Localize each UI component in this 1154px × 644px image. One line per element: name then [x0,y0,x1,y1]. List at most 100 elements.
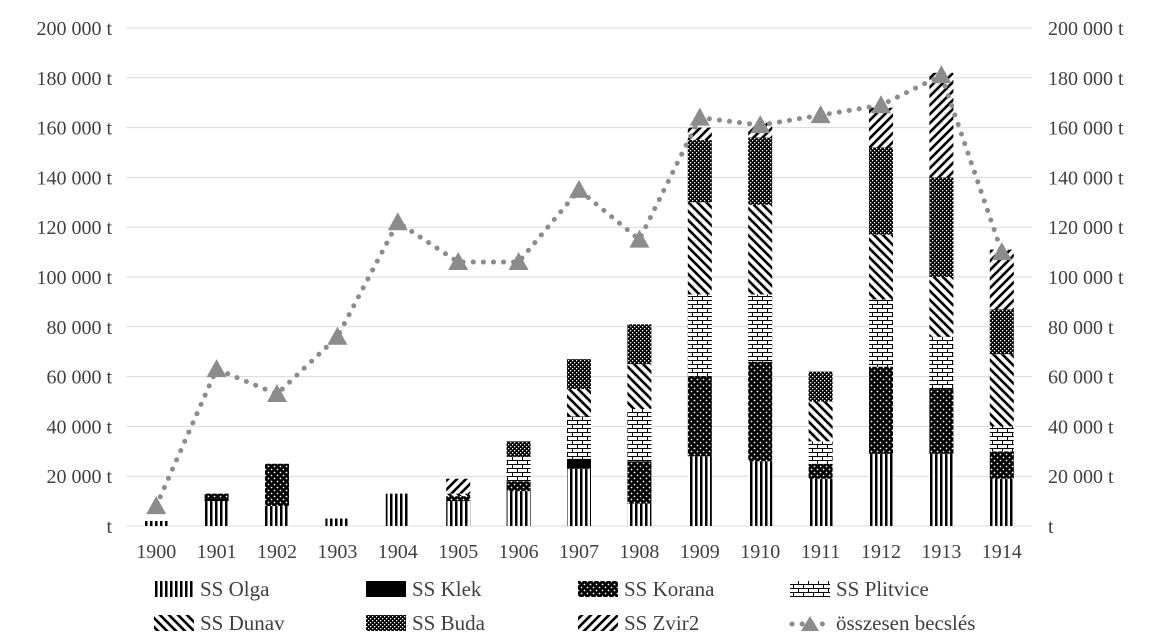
total-estimate-point [448,252,469,271]
y-tick-label-left: 80 000 t [46,317,112,339]
legend-item: SS Dunav [150,611,362,636]
bar-ss-buda [929,177,954,277]
x-tick-label: 1902 [257,541,297,563]
bar-ss-plitvice [808,441,833,464]
bar-ss-buda [627,324,652,365]
total-estimate-point [931,65,952,84]
legend-swatch [578,581,618,597]
bar-ss-korana [748,361,773,462]
legend-line-marker [789,616,831,631]
total-estimate-point [689,107,710,126]
bar-ss-olga [204,501,229,526]
total-estimate-point [810,105,831,124]
bar-ss-zvir2 [869,107,893,148]
bar-ss-olga [869,453,893,526]
y-tick-label-right: 100 000 t [1048,267,1124,289]
x-tick-label: 1900 [136,541,176,563]
bar-ss-buda [748,137,773,205]
legend-label: összesen becslés [836,610,976,635]
bar-ss-plitvice [869,299,893,367]
bar-ss-plitvice [989,426,1014,452]
legend-item: SS Buda [362,611,574,636]
chart-plot: t t 20 000 t 20 000 t 40 000 t 40 000 t 60 000… [36,18,1124,563]
bar-ss-dunav [567,389,591,417]
bar-ss-olga [567,468,591,526]
bar-ss-dunav [989,354,1014,427]
x-tick-label: 1906 [499,541,539,563]
x-tick-label: 1913 [921,541,961,563]
bar-ss-olga [385,493,410,526]
bar-ss-olga [808,478,833,526]
legend-swatch [578,615,618,631]
y-tick-label-left: 60 000 t [46,367,112,389]
bar-ss-olga [989,478,1014,526]
x-tick-label: 1908 [619,541,659,563]
bar-ss-buda [869,147,893,235]
x-tick-label: 1914 [982,541,1022,563]
y-tick-label-left: 200 000 t [36,18,112,40]
bar-ss-dunav [446,493,471,497]
bar-ss-buda [506,441,531,457]
total-estimate-point [991,242,1012,261]
legend-swatch [154,615,194,631]
y-tick-label-right: 200 000 t [1048,18,1124,40]
y-tick-label-right: 180 000 t [1048,68,1124,90]
y-tick-label-left: 140 000 t [36,167,112,189]
legend-label: SS Klek [412,576,482,601]
legend-row: SS Olga SS Klek SS Korana SS Plitvice [150,572,1050,606]
total-estimate-point [327,326,348,345]
bar-ss-korana [265,463,289,507]
total-estimate-point [387,212,408,231]
total-estimate-point [871,95,891,114]
bar-ss-korana [808,463,833,479]
legend-swatch [154,581,194,597]
y-tick-label-right: 140 000 t [1048,167,1124,189]
bar-ss-zvir2 [929,72,954,178]
bar-ss-korana [989,451,1014,479]
bar-ss-buda [687,140,712,203]
bar-ss-olga [748,461,773,526]
bar-ss-olga [506,491,531,526]
bar-ss-dunav [627,364,652,409]
bar-ss-buda [808,371,833,402]
bar-ss-dunav [808,401,833,442]
x-tick-label: 1903 [317,541,357,563]
bar-ss-klek [204,498,229,502]
y-tick-label-left: 180 000 t [36,68,112,90]
bar-ss-olga [929,453,954,526]
legend-item: SS Zvir2 [574,611,786,636]
x-tick-label: 1907 [559,541,599,563]
bar-ss-olga [446,501,471,526]
x-tick-label: 1912 [861,541,901,563]
y-tick-label-right: 20 000 t [1048,466,1114,488]
bar-ss-dunav [687,202,712,295]
y-tick-label-left: 100 000 t [36,267,112,289]
bar-ss-korana [446,496,471,502]
total-estimate-point [146,496,167,515]
bar-ss-dunav [748,204,773,295]
bar-ss-korana [506,481,531,492]
bar-ss-plitvice [627,408,652,462]
bar-ss-korana [204,493,229,499]
legend-swatch [790,581,830,597]
x-tick-label: 1910 [740,541,780,563]
bar-ss-olga [144,521,169,526]
y-tick-label-left: 40 000 t [46,416,112,438]
bar-ss-dunav [869,234,893,300]
bar-ss-korana [627,461,652,504]
bar-ss-buda [567,359,591,390]
bar-ss-zvir2 [687,127,712,141]
legend-item: SS Plitvice [786,577,998,602]
bar-ss-plitvice [929,336,954,390]
bar-ss-korana [687,376,712,457]
bar-ss-olga [265,506,289,526]
total-estimate-point [750,115,771,134]
total-estimate-point [508,252,529,271]
y-tick-label-left: 160 000 t [36,118,112,140]
total-estimate-point [569,179,589,198]
legend-item: SS Olga [150,577,362,602]
bar-ss-plitvice [567,416,591,459]
legend-swatch [366,581,406,597]
bar-ss-zvir2 [446,478,471,494]
